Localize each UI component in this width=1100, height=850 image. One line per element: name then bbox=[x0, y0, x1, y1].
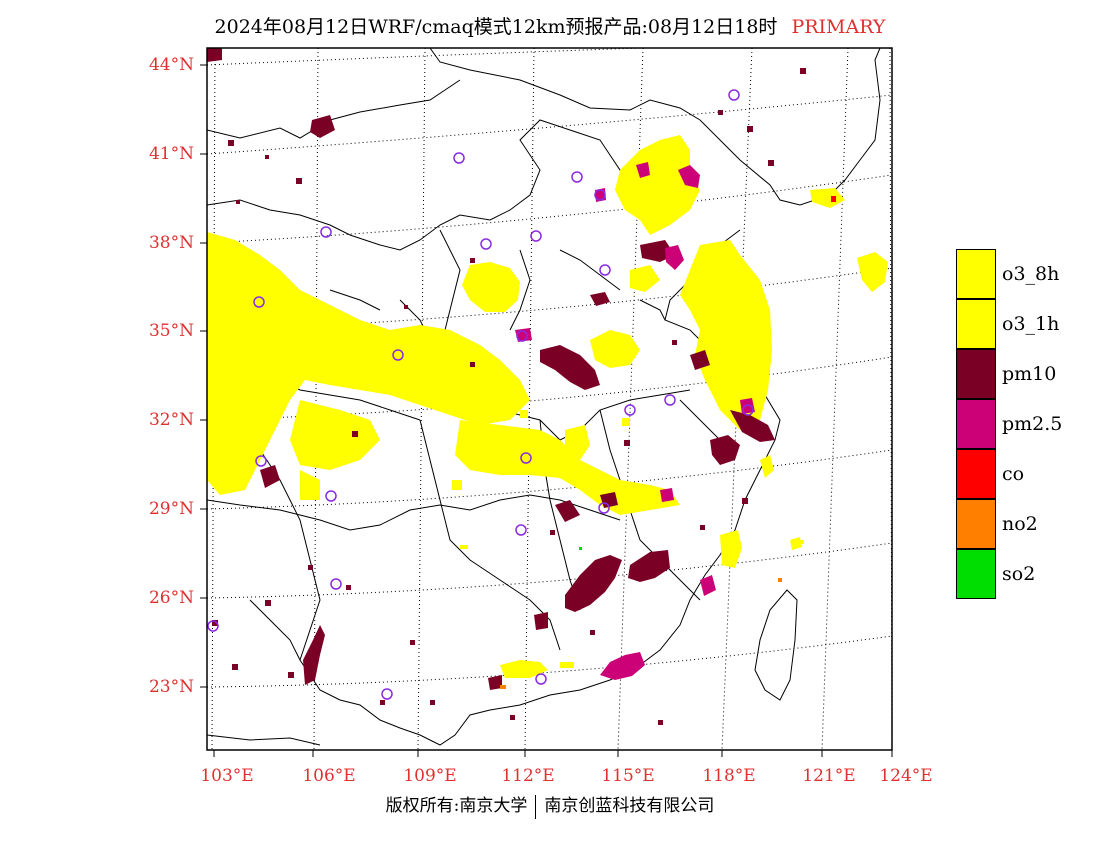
legend-label: o3_8h bbox=[1002, 263, 1060, 285]
primary-tag: PRIMARY bbox=[791, 16, 886, 38]
pm25-regions bbox=[515, 162, 755, 680]
lon-label: 106°E bbox=[302, 766, 356, 786]
legend-label: o3_1h bbox=[1002, 313, 1060, 335]
legend-swatch bbox=[956, 549, 996, 599]
pm10-regions bbox=[207, 48, 775, 690]
map-title-main: 2024年08月12日WRF/cmaq模式12km预报产品:08月12日18时 bbox=[214, 16, 778, 38]
legend-label: no2 bbox=[1002, 513, 1038, 535]
lon-label: 103°E bbox=[200, 766, 254, 786]
lon-label: 115°E bbox=[601, 766, 655, 786]
lat-label: 44°N bbox=[148, 55, 194, 75]
lon-label: 121°E bbox=[802, 766, 856, 786]
legend-swatch bbox=[956, 349, 996, 399]
legend-swatch bbox=[956, 249, 996, 299]
footer-right: 南京创蓝科技有限公司 bbox=[544, 796, 715, 816]
footer-left: 版权所有:南京大学 bbox=[385, 796, 528, 816]
legend-swatch bbox=[956, 499, 996, 549]
o3-regions bbox=[207, 135, 888, 678]
legend-label: pm2.5 bbox=[1002, 413, 1063, 435]
lat-label: 35°N bbox=[148, 321, 194, 341]
lon-label: 118°E bbox=[702, 766, 756, 786]
legend-label: so2 bbox=[1002, 563, 1036, 585]
legend-swatch bbox=[956, 449, 996, 499]
lat-label: 26°N bbox=[148, 588, 194, 608]
lon-label: 112°E bbox=[501, 766, 555, 786]
map-border bbox=[206, 47, 893, 751]
legend-label: co bbox=[1002, 463, 1025, 485]
footer-divider bbox=[535, 794, 537, 819]
copyright-footer: 版权所有:南京大学 南京创蓝科技有限公司 bbox=[0, 791, 1100, 819]
lon-label: 109°E bbox=[403, 766, 457, 786]
speckles bbox=[212, 68, 836, 725]
legend-swatch bbox=[956, 399, 996, 449]
lon-label: 124°E bbox=[879, 766, 933, 786]
city-markers bbox=[207, 89, 754, 700]
graticule bbox=[207, 48, 892, 750]
lat-label: 29°N bbox=[148, 499, 194, 519]
lat-label: 23°N bbox=[148, 677, 194, 697]
lat-label: 41°N bbox=[148, 144, 194, 164]
lat-label: 38°N bbox=[148, 233, 194, 253]
lat-label: 32°N bbox=[148, 410, 194, 430]
map-title: 2024年08月12日WRF/cmaq模式12km预报产品:08月12日18时 P… bbox=[0, 12, 1100, 39]
boundaries bbox=[207, 48, 881, 746]
tick-marks bbox=[200, 64, 893, 757]
legend-swatch bbox=[956, 299, 996, 349]
legend-label: pm10 bbox=[1002, 363, 1057, 385]
